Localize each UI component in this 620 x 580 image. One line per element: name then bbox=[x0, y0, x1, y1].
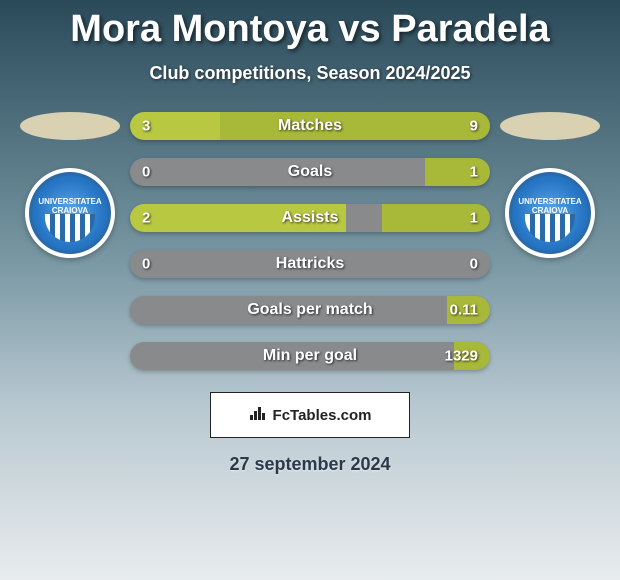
stat-value-right: 9 bbox=[470, 118, 478, 135]
stat-label: Min per goal bbox=[263, 347, 357, 365]
stat-label: Hattricks bbox=[276, 255, 344, 273]
stats-area: UNIVERSITATEA CRAIOVA 3 Matches 9 0 Goal… bbox=[0, 112, 620, 370]
stat-value-right: 0 bbox=[470, 256, 478, 273]
club-badge-left: UNIVERSITATEA CRAIOVA bbox=[25, 168, 115, 258]
stat-value-left: 2 bbox=[142, 210, 150, 227]
player-shadow-right bbox=[500, 112, 600, 140]
left-player-col: UNIVERSITATEA CRAIOVA bbox=[20, 112, 120, 258]
right-player-col: UNIVERSITATEA CRAIOVA bbox=[500, 112, 600, 258]
source-attribution: FcTables.com bbox=[210, 392, 410, 438]
stat-value-right: 1 bbox=[470, 210, 478, 227]
stat-bar-goals: 0 Goals 1 bbox=[130, 158, 490, 186]
stat-label: Goals per match bbox=[247, 301, 372, 319]
stat-value-left: 0 bbox=[142, 256, 150, 273]
club-badge-right-stripes bbox=[525, 214, 575, 242]
club-badge-right: UNIVERSITATEA CRAIOVA bbox=[505, 168, 595, 258]
page-title: Mora Montoya vs Paradela bbox=[0, 0, 620, 51]
player-shadow-left bbox=[20, 112, 120, 140]
stat-value-left: 3 bbox=[142, 118, 150, 135]
stat-bar-hattricks: 0 Hattricks 0 bbox=[130, 250, 490, 278]
stat-fill-right bbox=[425, 158, 490, 186]
stat-value-left: 0 bbox=[142, 164, 150, 181]
source-text: FcTables.com bbox=[273, 407, 372, 424]
stat-label: Matches bbox=[278, 117, 342, 135]
stat-label: Assists bbox=[282, 209, 339, 227]
stat-label: Goals bbox=[288, 163, 332, 181]
chart-bar-icon bbox=[249, 405, 267, 426]
stat-bar-mpg: Min per goal 1329 bbox=[130, 342, 490, 370]
stat-bar-gpm: Goals per match 0.11 bbox=[130, 296, 490, 324]
stat-value-right: 1 bbox=[470, 164, 478, 181]
stat-bar-assists: 2 Assists 1 bbox=[130, 204, 490, 232]
subtitle: Club competitions, Season 2024/2025 bbox=[0, 63, 620, 84]
stat-fill-right bbox=[220, 112, 490, 140]
stat-bars: 3 Matches 9 0 Goals 1 2 Assists 1 0 Hatt… bbox=[130, 112, 490, 370]
date-text: 27 september 2024 bbox=[0, 454, 620, 475]
stat-value-right: 1329 bbox=[445, 348, 478, 365]
stat-bar-matches: 3 Matches 9 bbox=[130, 112, 490, 140]
club-badge-left-stripes bbox=[45, 214, 95, 242]
stat-value-right: 0.11 bbox=[450, 302, 478, 319]
